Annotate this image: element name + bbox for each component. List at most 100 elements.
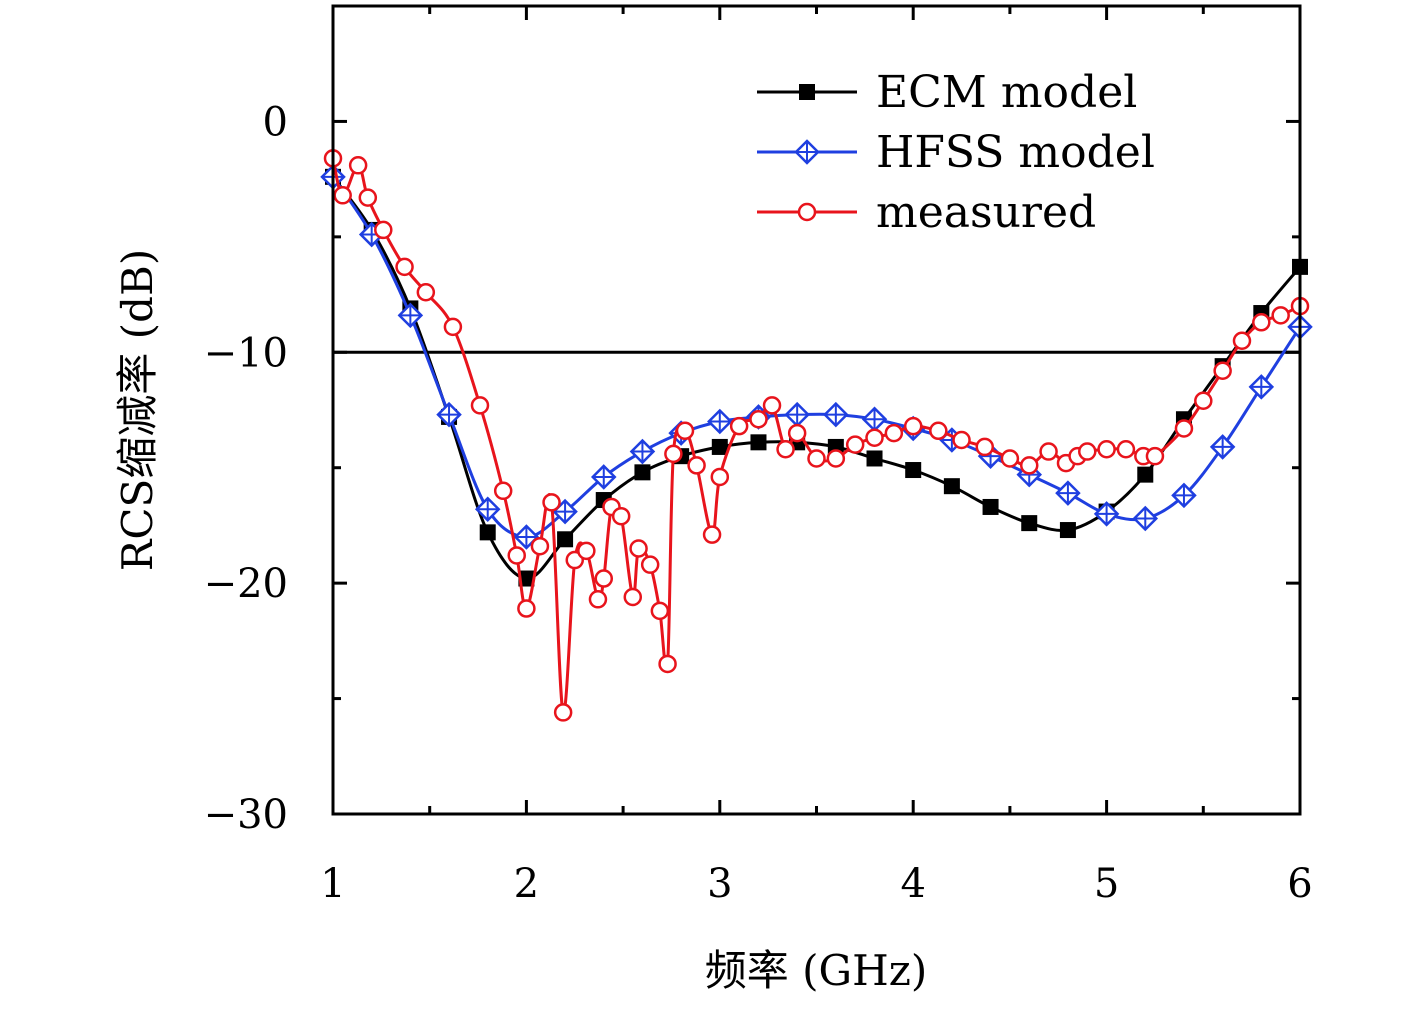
y-tick-label-3: −30 — [204, 792, 288, 838]
series-2-point-52 — [1116, 439, 1136, 459]
series-0-point-16 — [943, 478, 960, 495]
plot-layer — [320, 149, 1313, 722]
series-2-point-4 — [374, 220, 393, 240]
y-tick-label-1: −10 — [204, 330, 288, 376]
series-2-point-11 — [517, 599, 536, 618]
series-2-point-28 — [687, 456, 706, 475]
axis-layer: 1 2 3 4 5 6 0 −10 −20 −30 — [204, 4, 1313, 907]
series-1-point-2 — [397, 302, 424, 329]
series-2-line — [331, 158, 1301, 714]
series-2 — [323, 149, 1310, 722]
series-2-point-35 — [787, 423, 807, 443]
series-2-point-39 — [865, 428, 884, 447]
series-2-point-41 — [903, 416, 923, 436]
series-1-point-13 — [823, 401, 849, 428]
series-2-point-55 — [1174, 419, 1194, 438]
series-2-point-33 — [762, 396, 782, 415]
series-2-point-18 — [594, 569, 614, 588]
series-2-point-17 — [588, 590, 608, 609]
series-2-point-42 — [929, 421, 948, 441]
series-0-point-5 — [518, 570, 535, 587]
y-axis-label: RCS缩减率 (dB) — [113, 249, 162, 571]
series-2-point-14 — [553, 703, 573, 722]
series-1 — [320, 164, 1313, 550]
series-2-point-26 — [664, 444, 683, 464]
series-0-point-4 — [479, 524, 496, 541]
series-2-point-24 — [650, 601, 670, 621]
series-1-point-4 — [474, 496, 501, 523]
series-2-point-40 — [884, 423, 904, 443]
series-2-point-36 — [807, 449, 826, 468]
series-2-point-3 — [358, 188, 378, 207]
series-0-point-6 — [557, 531, 574, 548]
series-2-point-16 — [577, 541, 596, 561]
series-2-point-47 — [1039, 442, 1058, 461]
series-2-point-50 — [1078, 442, 1097, 461]
series-1-point-21 — [1132, 505, 1159, 532]
series-0-point-18 — [1021, 515, 1038, 532]
legend-entry-1: HFSS model — [757, 127, 1155, 178]
series-2-point-46 — [1019, 456, 1039, 475]
series-2-point-60 — [1271, 306, 1290, 325]
series-0-point-8 — [634, 464, 651, 481]
series-0-point-19 — [1059, 522, 1076, 539]
x-tick-label-2: 3 — [707, 861, 732, 907]
y-tick-label-0: 0 — [263, 99, 288, 145]
series-0-point-14 — [866, 450, 883, 467]
series-2-point-7 — [443, 317, 463, 337]
legend-entry-2: measured — [757, 187, 1096, 238]
series-2-point-57 — [1213, 361, 1232, 381]
series-2-point-30 — [710, 467, 730, 487]
series-2-point-1 — [333, 186, 352, 205]
series-2-point-2 — [348, 156, 368, 175]
series-2-point-6 — [416, 283, 436, 302]
series-1-line — [331, 175, 1302, 539]
x-tick-label-1: 2 — [514, 861, 539, 907]
series-2-point-34 — [776, 439, 795, 459]
legend: ECM model HFSS model measured — [757, 67, 1155, 238]
x-tick-label-3: 4 — [900, 861, 925, 907]
x-tick-label-5: 6 — [1287, 861, 1312, 907]
series-1-point-20 — [1093, 501, 1120, 527]
series-1-point-22 — [1171, 482, 1197, 509]
legend-entry-0: ECM model — [757, 67, 1137, 118]
series-1-point-23 — [1209, 434, 1236, 460]
series-0-point-17 — [982, 498, 999, 515]
series-2-point-44 — [975, 437, 995, 457]
series-2-point-12 — [530, 536, 550, 556]
series-2-point-10 — [507, 546, 526, 565]
series-1-point-10 — [707, 408, 733, 435]
series-2-point-8 — [470, 396, 490, 415]
series-2-point-9 — [493, 481, 513, 501]
series-2-point-58 — [1232, 331, 1252, 350]
series-0-point-11 — [750, 434, 767, 451]
series-2-point-32 — [749, 409, 768, 429]
legend-label-1: HFSS model — [876, 127, 1155, 178]
series-2-point-23 — [640, 555, 660, 574]
series-2-point-59 — [1252, 313, 1271, 332]
series-2-point-29 — [702, 525, 722, 544]
series-1-point-14 — [861, 406, 888, 433]
series-1-point-19 — [1055, 480, 1081, 506]
series-1-point-12 — [784, 401, 810, 428]
legend-swatch-marker-0 — [799, 84, 815, 100]
series-2-point-45 — [1000, 449, 1020, 468]
series-2-point-31 — [729, 416, 749, 436]
series-2-point-13 — [542, 493, 561, 512]
legend-label-0: ECM model — [876, 67, 1137, 118]
x-tick-label-0: 1 — [320, 861, 345, 907]
series-0-point-21 — [1137, 466, 1154, 483]
x-axis-label: 频率 (GHz) — [705, 946, 927, 995]
legend-swatch-marker-1 — [794, 139, 820, 165]
legend-swatch-marker-2 — [797, 202, 817, 222]
series-2-point-51 — [1097, 439, 1116, 459]
series-1-point-24 — [1248, 374, 1275, 400]
x-tick-label-4: 5 — [1094, 861, 1119, 907]
series-1-point-3 — [436, 401, 462, 428]
series-2-point-56 — [1194, 391, 1213, 411]
series-2-point-22 — [629, 539, 648, 558]
series-0-point-10 — [711, 438, 728, 455]
series-2-point-43 — [952, 430, 971, 450]
series-2-point-54 — [1145, 446, 1165, 466]
y-tick-label-2: −20 — [204, 561, 288, 607]
